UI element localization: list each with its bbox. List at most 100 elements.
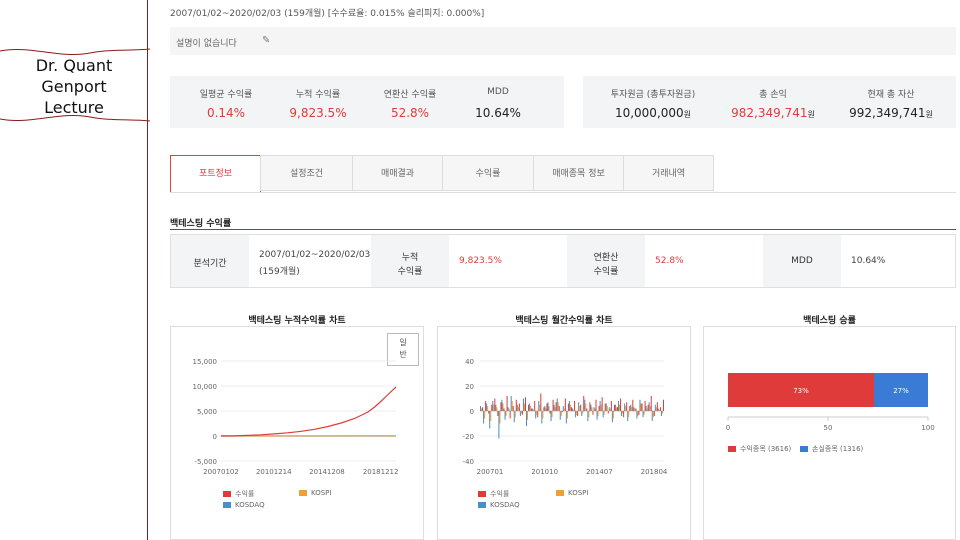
summary-value: 10,000,000원 <box>593 106 713 120</box>
monthly-bar <box>626 402 628 411</box>
legend-loss: 손실종목 (1316) <box>800 444 863 454</box>
divider-line <box>147 0 148 540</box>
monthly-bar <box>529 403 531 411</box>
monthly-bar <box>651 411 653 421</box>
summary-label: 연환산 수익률 <box>383 90 437 100</box>
tab-trade-results[interactable]: 매매결과 <box>352 155 443 191</box>
summary-label: 누적 수익률 <box>295 90 341 100</box>
period-label: 분석기간 <box>193 259 227 269</box>
monthly-bar <box>566 411 568 419</box>
monthly-bar <box>600 404 602 411</box>
monthly-bar <box>604 403 606 411</box>
won-unit: 원 <box>807 110 815 119</box>
monthly-bar <box>563 408 565 411</box>
monthly-bar <box>509 411 511 419</box>
monthly-bar <box>623 411 625 418</box>
monthly-bar <box>493 404 495 411</box>
monthly-bar <box>661 411 663 414</box>
x-tick-label: 50 <box>824 424 833 432</box>
monthly-bar <box>579 406 581 411</box>
period-value-cell: 2007/01/02~2020/02/03 (159개월) <box>249 235 371 287</box>
monthly-bar <box>531 408 533 411</box>
monthly-bar <box>541 411 543 424</box>
monthly-bar <box>601 397 603 411</box>
monthly-bar <box>523 403 525 411</box>
ann-label-line2: 수익률 <box>593 267 619 277</box>
monthly-bar <box>549 411 551 414</box>
monthly-bar <box>527 411 529 420</box>
tab-bar: 포트정보 설정조건 매매결과 수익률 매매종목 정보 거래내역 <box>170 155 714 193</box>
monthly-bar <box>635 408 637 411</box>
pencil-icon[interactable]: ✎ <box>262 35 271 46</box>
monthly-bar <box>536 411 538 415</box>
summary-annualized: 연환산 수익률 52.8% <box>354 76 466 128</box>
monthly-bar <box>640 403 642 411</box>
monthly-bar <box>548 406 550 411</box>
legend-label: 수익률 <box>235 490 255 498</box>
monthly-bar <box>546 403 548 411</box>
monthly-bar <box>580 404 582 411</box>
monthly-bar <box>495 404 497 411</box>
monthly-bar <box>583 396 585 411</box>
x-tick-label: 100 <box>921 424 934 432</box>
monthly-bar <box>622 411 624 414</box>
monthly-bar <box>516 404 518 411</box>
legend-label: 수익종목 (3616) <box>740 445 792 453</box>
monthly-bar <box>498 411 500 439</box>
tab-port-info[interactable]: 포트정보 <box>170 155 261 193</box>
section-title: 백테스팅 수익률 <box>170 219 232 229</box>
tab-settings[interactable]: 설정조건 <box>260 155 353 191</box>
legend-label: KOSPI <box>568 489 589 497</box>
monthly-bar <box>511 401 513 411</box>
description-box[interactable]: 설명이 없습니다 ✎ <box>170 27 956 55</box>
period-value-line1: 2007/01/02~2020/02/03 <box>259 250 371 260</box>
legend-swatch <box>478 502 486 508</box>
monthly-bar <box>505 411 507 416</box>
monthly-bar <box>481 408 483 411</box>
ann-label-cell: 연환산 수익률 <box>567 235 645 287</box>
monthly-bar <box>614 404 616 411</box>
monthly-bar <box>613 404 615 411</box>
monthly-bar <box>634 408 636 411</box>
cumulative-chart-title: 백테스팅 누적수익률 차트 <box>248 316 346 326</box>
monthly-bar <box>494 398 496 411</box>
x-tick-label: 201010 <box>531 468 558 476</box>
tab-returns[interactable]: 수익률 <box>442 155 534 191</box>
monthly-bar <box>654 404 656 411</box>
monthly-bar <box>562 406 564 411</box>
monthly-chart-title: 백테스팅 월간수익률 차트 <box>515 316 613 326</box>
tab-underline <box>170 192 956 193</box>
monthly-bar <box>633 407 635 411</box>
summary-value: 0.14% <box>206 106 246 120</box>
monthly-bar <box>658 409 660 411</box>
legend-swatch <box>223 491 231 497</box>
tab-traded-stocks[interactable]: 매매종목 정보 <box>533 155 624 191</box>
monthly-bar <box>556 398 558 411</box>
monthly-bar <box>618 401 620 411</box>
x-tick-label: 201407 <box>586 468 613 476</box>
monthly-bar <box>656 402 658 411</box>
monthly-bar <box>584 399 586 411</box>
summary-value: 992,349,741원 <box>831 106 951 120</box>
legend-kospi: KOSPI <box>556 489 588 497</box>
monthly-bar <box>625 406 627 411</box>
monthly-bar <box>662 399 664 411</box>
tab-transactions[interactable]: 거래내역 <box>623 155 714 191</box>
period-value-line2: (159개월) <box>259 267 300 277</box>
won-unit: 원 <box>683 110 692 119</box>
x-tick-label: 0 <box>726 424 730 432</box>
monthly-bar <box>619 404 621 411</box>
monthly-bar <box>605 403 607 411</box>
summary-label: 현재 총 자산 <box>867 90 915 100</box>
legend-swatch <box>728 446 736 452</box>
monthly-bar <box>592 411 594 415</box>
legend-kospi: KOSPI <box>299 489 331 497</box>
monthly-bar <box>557 402 559 411</box>
monthly-bar <box>552 399 554 411</box>
section-divider <box>170 229 956 230</box>
summary-assets: 투자원금 (총투자원금) 10,000,000원 총 손익 982,349,74… <box>583 76 956 128</box>
monthly-bar <box>567 403 569 411</box>
monthly-bar <box>514 411 516 418</box>
legend-swatch <box>478 491 486 497</box>
monthly-bar <box>526 411 528 426</box>
